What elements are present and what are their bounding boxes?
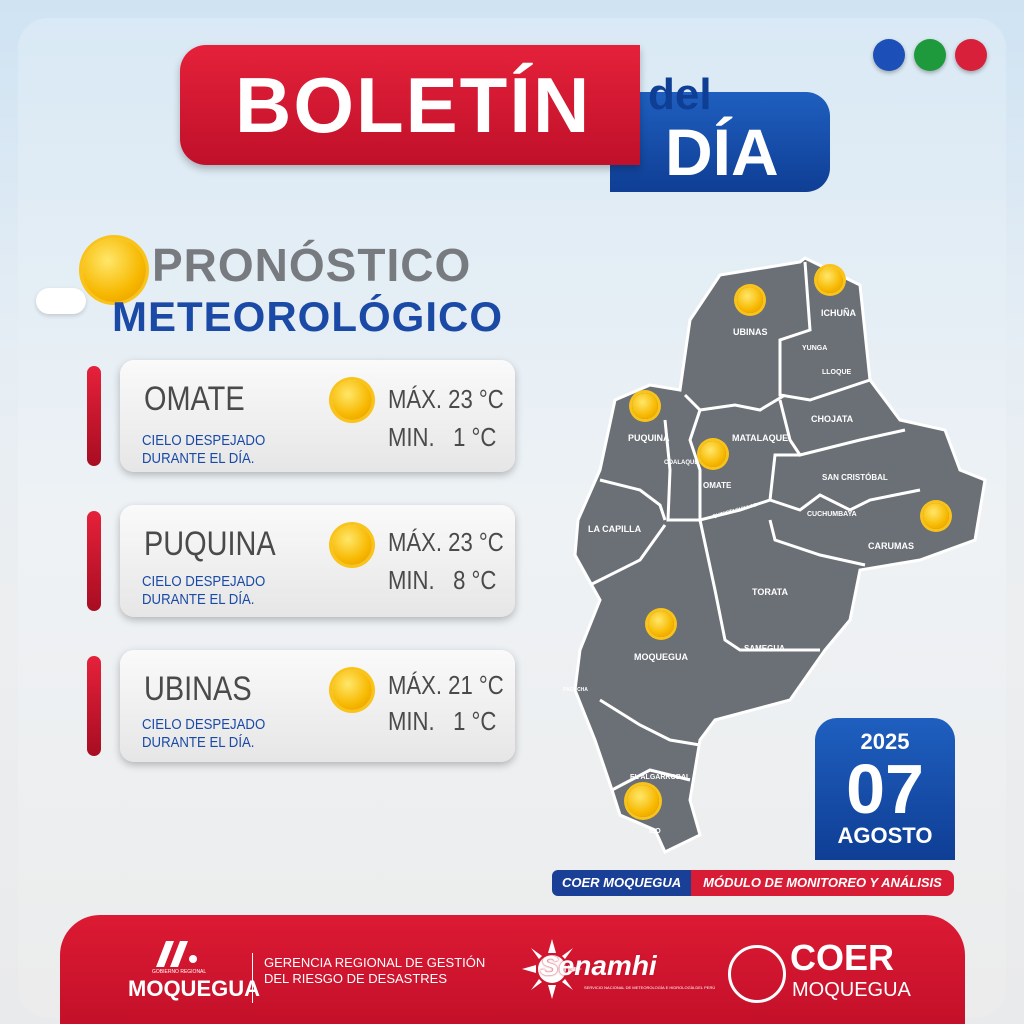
- cloud-icon: [36, 288, 86, 314]
- date-day: 07: [846, 750, 924, 828]
- gob-name: MOQUEGUA: [128, 976, 260, 1001]
- coer-sub: MOQUEGUA: [792, 979, 911, 1001]
- map-label: YUNGA: [802, 345, 828, 352]
- district-name: PUQUINA: [144, 525, 276, 563]
- sun-icon: [923, 503, 949, 529]
- section-title-1: PRONÓSTICO: [152, 239, 472, 291]
- district-name: UBINAS: [144, 670, 252, 708]
- forecast-card-ubinas: UBINAS CIELO DESPEJADO DURANTE EL DÍA. M…: [120, 650, 515, 762]
- sun-icon: [648, 611, 674, 637]
- date-badge: 2025 07 AGOSTO: [815, 718, 955, 860]
- green-dot: [914, 39, 946, 71]
- map-label: ILO: [649, 828, 661, 835]
- sun-icon: [332, 525, 372, 565]
- temp-max: MÁX. 23 °C: [388, 527, 504, 557]
- blue-dot: [873, 39, 905, 71]
- senamhi-sun-logo: [522, 939, 582, 999]
- title-del: del: [648, 70, 712, 119]
- gerencia-line2: DEL RIESGO DE DESASTRES: [264, 971, 448, 986]
- sun-icon: [817, 267, 843, 293]
- forecast-card-omate: OMATE CIELO DESPEJADO DURANTE EL DÍA. MÁ…: [120, 360, 515, 472]
- sun-icon: [332, 380, 372, 420]
- map-label: PUQUINA: [628, 433, 670, 443]
- map-label: EL ALGARROBAL: [630, 774, 691, 781]
- footer-tag: COER MOQUEGUA MÓDULO DE MONITOREO Y ANÁL…: [552, 870, 954, 896]
- gob-regional-logo: [156, 941, 197, 967]
- map-label: UBINAS: [733, 327, 768, 337]
- sun-icon: [627, 785, 659, 817]
- tag-coer: COER MOQUEGUA: [552, 870, 692, 896]
- map-label: CHOJATA: [811, 414, 854, 424]
- map-label: MOQUEGUA: [634, 652, 688, 662]
- sun-icon: [632, 393, 658, 419]
- map-label: SAN CRISTÓBAL: [822, 473, 888, 482]
- forecast-desc: CIELO DESPEJADO DURANTE EL DÍA.: [142, 716, 266, 751]
- map-label: TORATA: [752, 587, 788, 597]
- map-label: ICHUÑA: [821, 308, 856, 318]
- date-month: AGOSTO: [837, 823, 933, 848]
- map-label: SAMEGUA: [744, 644, 785, 653]
- senamhi-name: Senamhi: [540, 950, 657, 981]
- title-blue-box: [610, 92, 830, 192]
- sun-icon: [737, 287, 763, 313]
- map-label: CUCHUMBAYA: [807, 511, 857, 518]
- map-label: COALAQUE: [664, 460, 699, 466]
- accent-bar: [87, 511, 101, 611]
- title-boletin: BOLETÍN: [180, 45, 640, 165]
- map-label: LA CAPILLA: [588, 524, 642, 534]
- divider: [252, 953, 253, 1003]
- sun-icon: [332, 670, 372, 710]
- section-title-2: METEOROLÓGICO: [112, 293, 503, 340]
- tag-module: MÓDULO DE MONITOREO Y ANÁLISIS: [691, 870, 954, 896]
- temp-max: MÁX. 21 °C: [388, 670, 504, 700]
- gob-small: GOBIERNO REGIONAL: [152, 969, 207, 975]
- accent-bar: [87, 366, 101, 466]
- district-name: OMATE: [144, 380, 245, 418]
- sun-icon: [700, 441, 726, 467]
- accent-bar: [87, 656, 101, 756]
- map-label: PACOCHA: [563, 687, 588, 693]
- senamhi-sub: SERVICIO NACIONAL DE METEOROLOGÍA E HIDR…: [584, 985, 716, 990]
- map-label: LLOQUE: [822, 369, 852, 376]
- sun-icon: [82, 238, 146, 302]
- coer-name: COER: [790, 937, 895, 978]
- temp-min: MIN. 1 °C: [388, 706, 497, 736]
- red-dot: [955, 39, 987, 71]
- temp-max: MÁX. 23 °C: [388, 384, 504, 414]
- map-label: CARUMAS: [868, 541, 914, 551]
- coer-seal-logo: [728, 945, 786, 1003]
- forecast-card-puquina: PUQUINA CIELO DESPEJADO DURANTE EL DÍA. …: [120, 505, 515, 617]
- temp-min: MIN. 1 °C: [388, 422, 497, 452]
- forecast-desc: CIELO DESPEJADO DURANTE EL DÍA.: [142, 573, 266, 608]
- map-label: MATALAQUE: [732, 433, 789, 443]
- gerencia-line1: GERENCIA REGIONAL DE GESTIÓN: [264, 955, 486, 970]
- forecast-desc: CIELO DESPEJADO DURANTE EL DÍA.: [142, 432, 266, 467]
- temp-min: MIN. 8 °C: [388, 565, 497, 595]
- date-year: 2025: [860, 729, 910, 754]
- map-label: OMATE: [703, 481, 732, 490]
- footer-bar: GOBIERNO REGIONAL MOQUEGUA GERENCIA REGI…: [60, 915, 965, 1024]
- title-dia: DÍA: [665, 115, 779, 189]
